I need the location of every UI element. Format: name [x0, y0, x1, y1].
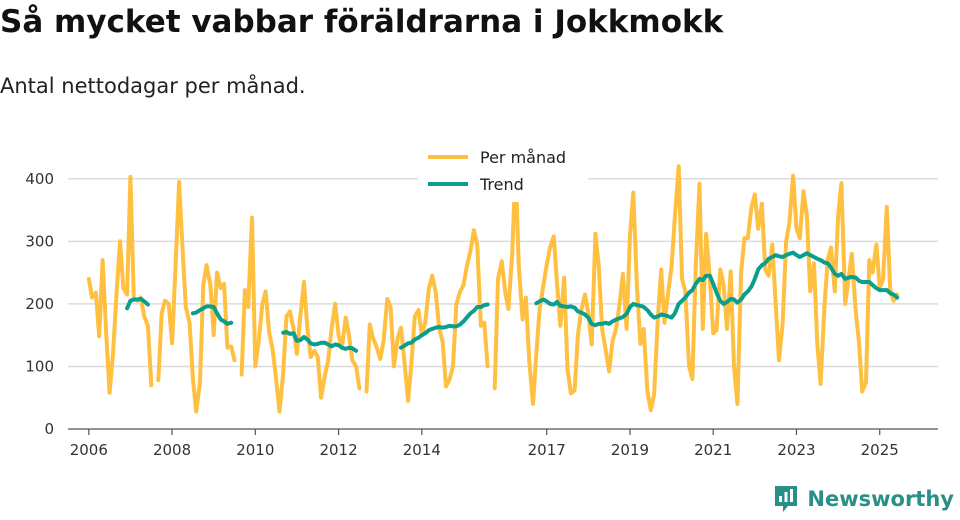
y-tick-label: 100 — [25, 357, 54, 375]
y-tick-label: 200 — [25, 295, 54, 313]
chart-title: Så mycket vabbar föräldrarna i Jokkmokk — [0, 4, 724, 40]
series-line-trend — [399, 302, 490, 350]
series-line-trend — [125, 296, 150, 311]
x-tick-label: 2012 — [319, 441, 357, 459]
x-axis: 2006 2008 2010 2012 2014 2017 2019 2021 2023 2025 — [68, 428, 938, 459]
series-line-per-manad — [86, 174, 154, 395]
series-line-per-manad — [239, 215, 362, 414]
series-line-per-manad — [492, 164, 900, 413]
newsworthy-logo-icon — [775, 486, 798, 512]
series-line-per-manad — [156, 179, 237, 414]
x-tick-label: 2025 — [861, 441, 899, 459]
legend-label-trend: Trend — [479, 175, 524, 194]
x-tick-label: 2019 — [611, 441, 649, 459]
y-tick-label: 0 — [44, 420, 54, 438]
x-tick-label: 2014 — [403, 441, 441, 459]
series-line-trend — [281, 330, 359, 353]
x-tick-label: 2006 — [70, 441, 108, 459]
series-line-trend — [190, 304, 234, 326]
x-tick-label: 2008 — [153, 441, 191, 459]
brand-logo[interactable]: Newsworthy — [773, 484, 954, 514]
chart-subtitle: Antal nettodagar per månad. — [0, 74, 306, 98]
x-tick-label: 2023 — [777, 441, 815, 459]
x-tick-label: 2010 — [236, 441, 274, 459]
series-line-per-manad — [364, 228, 490, 403]
x-tick-label: 2021 — [694, 441, 732, 459]
y-tick-label: 300 — [25, 232, 54, 250]
series-lines — [86, 164, 900, 414]
y-tick-label: 400 — [25, 170, 54, 188]
legend-label-per-manad: Per månad — [480, 148, 566, 167]
legend[interactable]: Per månad Trend — [418, 146, 588, 202]
series-line-trend — [534, 250, 900, 328]
y-axis: 0 100 200 300 400 — [25, 170, 54, 438]
x-tick-label: 2017 — [528, 441, 566, 459]
brand-name: Newsworthy — [807, 487, 954, 511]
